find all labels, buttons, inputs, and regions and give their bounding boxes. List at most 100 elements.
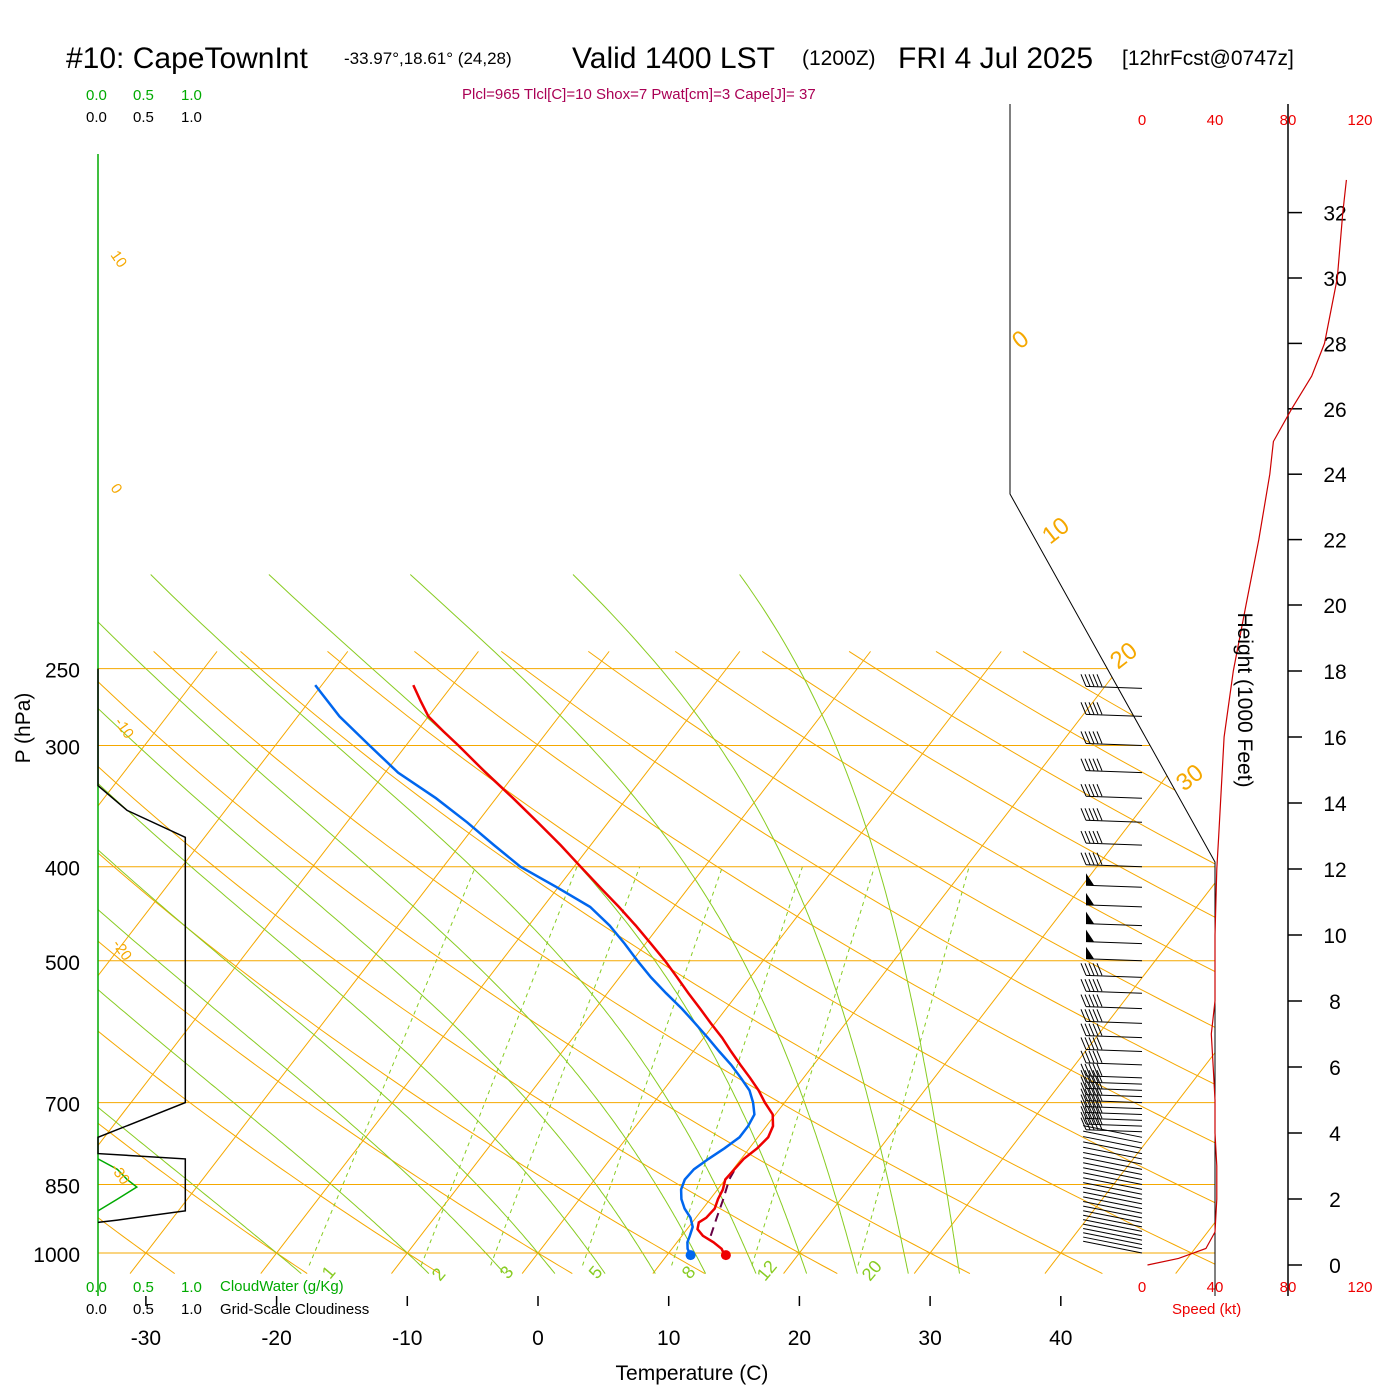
wind-barb-flag [1092,702,1099,715]
wind-barb-flag [1096,852,1103,865]
dry-adiabat-line [98,651,971,1275]
wind-barb [1083,1141,1143,1155]
dry-adiabat-line [327,651,1215,1275]
wind-barb-staff [1083,1236,1143,1250]
wind-barb-staff [1085,990,1143,994]
wind-barb-flag [1080,808,1087,821]
moist-adiabat-line [98,574,606,1274]
height-tick-label: 22 [1323,530,1346,553]
cloudiness-scale-top: 0.0 0.5 1.0 [86,109,202,126]
isotherm-lines [98,651,1215,1274]
moist-adiabat-line [98,574,302,1274]
wind-barb [1080,758,1143,774]
isotherm-label: 20 [1105,637,1143,675]
wind-barb-flag [1096,963,1103,976]
wind-barb-flag [1092,731,1099,744]
height-tick-label: 0 [1329,1255,1341,1278]
wind-barb-flag [1080,1117,1087,1130]
wind-barb-staff [1085,1075,1143,1079]
wind-barb-flag [1096,1050,1103,1064]
wind-barb-staff [1085,742,1143,746]
wind-barb-flag [1096,1023,1103,1036]
height-tick-label: 10 [1323,925,1346,948]
wind-barb-pennant [1086,892,1094,905]
wind-barb-flag [1096,808,1103,821]
wind-barb [1083,1227,1143,1241]
moist-adiabat-line [409,574,858,1274]
dry-adiabat-line [674,650,1215,1275]
wind-barb-flag [1092,994,1099,1007]
wind-barb-flag [1080,1069,1087,1083]
isotherm-line [98,651,479,1274]
wind-barb-flag [1088,963,1095,976]
wind-barb [1083,1191,1143,1205]
wind-barb [1083,1232,1143,1245]
temperature-tick-label: 40 [1049,1327,1072,1350]
wind-barb-staff [1083,1214,1143,1228]
wind-barb-flag [1088,674,1095,687]
zulu-time: (1200Z) [802,47,876,70]
wind-barb-flag [1096,784,1103,797]
dry-adiabat-line [240,651,1215,1275]
wind-barb-staff [1083,1205,1143,1219]
wind-barb-flag [1096,674,1103,687]
wind-barb-flag [1092,1106,1099,1119]
dry-adiabat-line [1196,650,1215,1275]
height-tick-label: 28 [1323,333,1346,356]
pressure-axis-ticks: 250 300 400 500 700 850 1000 [33,660,80,1267]
cloudiness-tick: 0.5 [133,1301,154,1318]
speed-tick: 120 [1347,1279,1372,1296]
wind-barb-flag [1084,758,1091,771]
wind-barb [1083,1223,1143,1237]
speed-tick: 40 [1207,112,1224,129]
isotherm-line [129,651,610,1274]
speed-tick: 40 [1207,1279,1224,1296]
wind-barb [1080,731,1143,746]
mixing-ratio-lines [308,866,970,1266]
wind-barb-flag [1080,1088,1087,1101]
cloud-water-tick: 0.0 [86,1279,107,1296]
wind-barb [1083,1182,1143,1195]
height-tick-label: 2 [1329,1189,1341,1212]
cloudiness-profile [97,668,187,1224]
wind-barb-staff [1085,884,1143,888]
parcel-path [709,1166,738,1237]
wind-barb-flag [1084,830,1091,844]
wind-barb [1085,911,1143,927]
pressure-tick-label: 500 [45,952,80,975]
wind-barb-flag [1092,1063,1099,1077]
dry-adiabat-line [500,651,1215,1275]
wind-barb-flag [1080,852,1087,865]
wind-barb-staff [1083,1136,1143,1149]
wind-barb-staff [1083,1223,1143,1237]
height-tick-label: 20 [1323,595,1346,618]
wind-barb-flag [1096,731,1103,744]
wind-barb-flag [1080,1063,1087,1077]
wind-barb-pennant [1086,946,1094,959]
wind-barb-flag [1080,1076,1087,1089]
wind-barb-staff [1085,685,1143,689]
isotherm-label: -10 [111,715,137,743]
temperature-tick-label: 0 [532,1327,544,1350]
height-tick-label: 4 [1329,1123,1341,1146]
wind-barb-flag [1088,1023,1095,1036]
wind-barb-staff [1083,1182,1143,1195]
speed-tick: 0 [1138,112,1146,129]
wind-barb-pennant [1086,911,1094,924]
wind-barb [1080,1009,1143,1024]
wind-barb-flag [1096,994,1103,1007]
wind-barb-staff [1085,1100,1143,1104]
wind-barb-staff [1085,1112,1143,1116]
wind-barb-flag [1088,994,1095,1007]
wind-barb-flag [1084,994,1091,1007]
wind-barb-flag [1084,963,1091,976]
wind-barb [1085,892,1143,908]
wind-barb-flag [1092,808,1099,821]
wind-barb-staff [1085,842,1143,846]
wind-barb-staff [1083,1201,1143,1214]
cloudiness-tick: 1.0 [181,109,202,126]
wind-barb-staff [1085,1062,1143,1066]
wind-barb [1083,1210,1143,1223]
